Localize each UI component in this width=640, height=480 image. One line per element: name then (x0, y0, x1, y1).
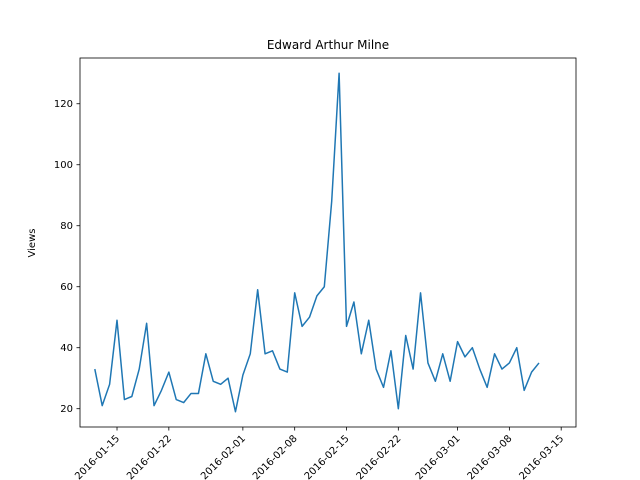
x-tick-label: 2016-02-01 (199, 433, 248, 480)
chart-title: Edward Arthur Milne (267, 38, 389, 52)
series-line (94, 72, 540, 413)
plot-frame (79, 57, 577, 428)
y-tick-label: 60 (60, 282, 73, 293)
x-tick-label: 2016-02-08 (251, 433, 300, 480)
y-tick-label: 40 (60, 343, 73, 354)
y-tick-label: 20 (60, 404, 73, 415)
y-tick-label: 100 (54, 160, 73, 171)
y-tick-label: 120 (54, 99, 73, 110)
x-tick-label: 2016-03-15 (517, 433, 566, 480)
x-tick-label: 2016-03-01 (414, 433, 463, 480)
x-tick-label: 2016-01-15 (73, 433, 122, 480)
y-axis-label: Views (27, 229, 38, 258)
x-tick-label: 2016-02-22 (355, 433, 404, 480)
x-tick-label: 2016-02-15 (303, 433, 352, 480)
y-axis: 20 40 60 80 100 120 (54, 99, 80, 415)
x-axis: 2016-01-15 2016-01-22 2016-02-01 2016-02-08… (73, 427, 566, 480)
plot-area (94, 72, 540, 413)
x-tick-label: 2016-03-08 (466, 433, 515, 480)
x-tick-label: 2016-01-22 (125, 433, 174, 480)
y-tick-label: 80 (60, 221, 73, 232)
